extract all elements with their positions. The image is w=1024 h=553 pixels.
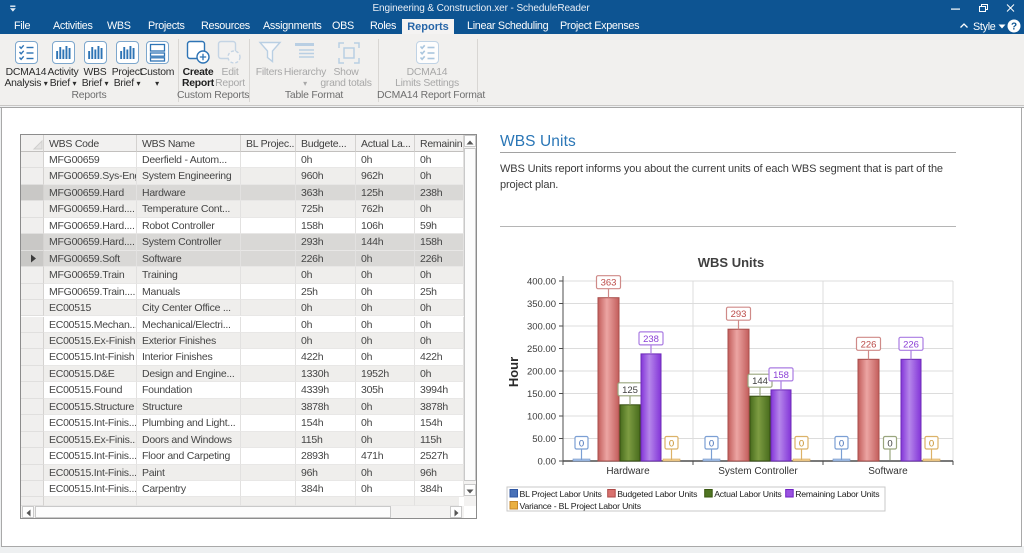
svg-text:226: 226 bbox=[861, 339, 877, 350]
svg-text:300.00: 300.00 bbox=[527, 322, 556, 333]
svg-text:0: 0 bbox=[579, 438, 584, 449]
svg-text:System Controller: System Controller bbox=[718, 466, 798, 477]
svg-text:350.00: 350.00 bbox=[527, 299, 556, 310]
svg-text:400.00: 400.00 bbox=[527, 277, 556, 288]
svg-text:0.00: 0.00 bbox=[538, 457, 557, 468]
svg-text:0: 0 bbox=[669, 438, 674, 449]
svg-text:0: 0 bbox=[887, 438, 892, 449]
svg-text:293: 293 bbox=[731, 309, 747, 320]
svg-text:100.00: 100.00 bbox=[527, 412, 556, 423]
svg-text:0: 0 bbox=[929, 438, 934, 449]
svg-text:158: 158 bbox=[773, 370, 789, 381]
svg-text:WBS Units: WBS Units bbox=[698, 255, 764, 270]
svg-text:BL Project Labor Units: BL Project Labor Units bbox=[520, 489, 603, 499]
svg-text:363: 363 bbox=[601, 278, 617, 289]
svg-text:Budgeted Labor Units: Budgeted Labor Units bbox=[617, 489, 698, 499]
svg-text:Remaining Labor Units: Remaining Labor Units bbox=[795, 489, 880, 499]
svg-text:0: 0 bbox=[709, 438, 714, 449]
svg-text:144: 144 bbox=[752, 376, 768, 387]
svg-text:0: 0 bbox=[839, 438, 844, 449]
svg-text:Hardware: Hardware bbox=[606, 466, 650, 477]
svg-text:0: 0 bbox=[799, 438, 804, 449]
svg-text:125: 125 bbox=[622, 385, 638, 396]
svg-text:200.00: 200.00 bbox=[527, 367, 556, 378]
svg-text:226: 226 bbox=[903, 339, 919, 350]
svg-text:Software: Software bbox=[868, 466, 908, 477]
svg-text:Variance - BL Project Labor Un: Variance - BL Project Labor Units bbox=[520, 501, 642, 511]
svg-text:50.00: 50.00 bbox=[532, 434, 556, 445]
svg-text:Actual Labor Units: Actual Labor Units bbox=[714, 489, 782, 499]
svg-text:238: 238 bbox=[643, 334, 659, 345]
svg-text:250.00: 250.00 bbox=[527, 344, 556, 355]
svg-text:150.00: 150.00 bbox=[527, 389, 556, 400]
svg-text:?: ? bbox=[1011, 22, 1017, 33]
svg-text:Hour: Hour bbox=[506, 357, 521, 387]
